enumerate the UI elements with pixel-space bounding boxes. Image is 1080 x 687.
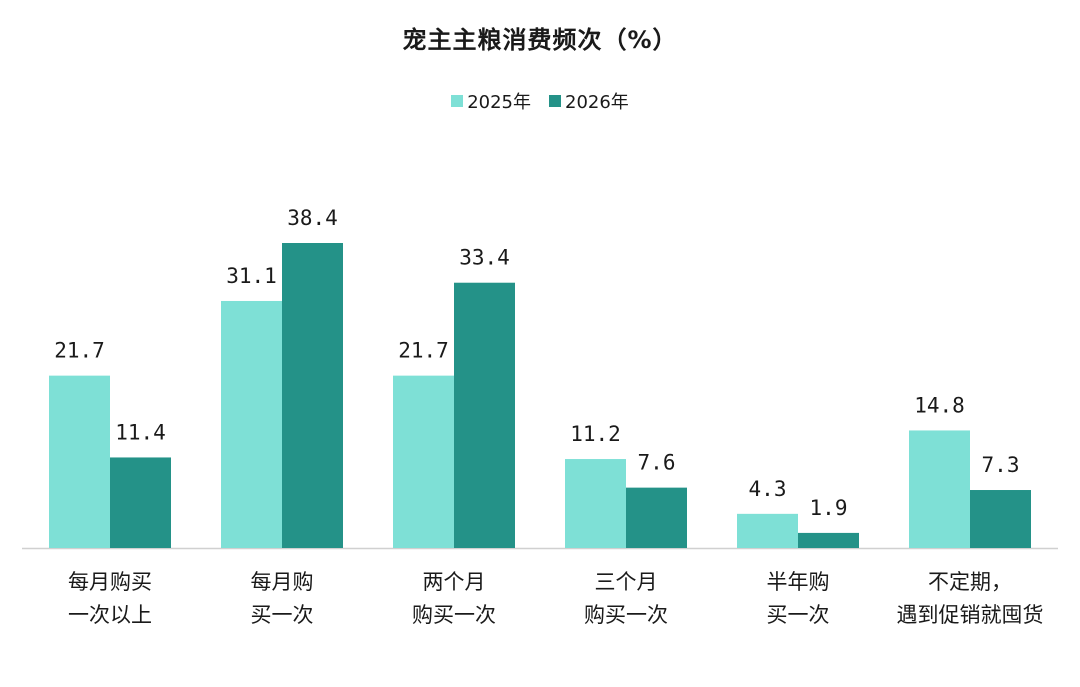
legend-item-2025: 2025年 [451,88,531,114]
legend-swatch-2026 [549,95,561,107]
category-label-1-line-0: 每月购 [251,570,314,594]
bar-2025-cat-0 [49,375,110,548]
category-label-0-line-1: 一次以上 [68,603,152,627]
data-label-2025-cat-4: 4.3 [749,477,787,501]
data-label-2026-cat-1: 38.4 [287,206,338,230]
category-label-5-line-0: 不定期， [928,570,1012,594]
data-label-2025-cat-2: 21.7 [398,339,449,363]
chart-title: 宠主主粮消费频次（%） [402,26,678,54]
legend-label-2025: 2025年 [467,92,531,113]
data-label-2025-cat-3: 11.2 [570,422,621,446]
bar-2025-cat-1 [221,300,282,548]
bar-2026-cat-1 [282,243,343,548]
category-label-4-line-1: 买一次 [767,603,830,627]
legend-item-2026: 2026年 [549,88,629,114]
data-label-2025-cat-0: 21.7 [54,339,105,363]
bar-2025-cat-4 [737,513,798,548]
data-label-2026-cat-5: 7.3 [982,453,1020,477]
category-label-1-line-1: 买一次 [251,603,314,627]
data-label-2025-cat-1: 31.1 [226,264,277,288]
category-label-5-line-1: 遇到促销就囤货 [897,603,1044,627]
bar-2025-cat-3 [565,459,626,548]
category-label-4-line-0: 半年购 [767,570,830,594]
data-label-2026-cat-0: 11.4 [115,420,166,444]
data-label-2026-cat-3: 7.6 [638,451,676,475]
category-label-2-line-1: 购买一次 [412,603,496,627]
legend-swatch-2025 [451,95,464,107]
bar-2026-cat-4 [798,532,859,548]
category-label-3-line-0: 三个月 [595,570,658,594]
data-label-2025-cat-5: 14.8 [914,393,965,417]
legend-label-2026: 2026年 [565,92,629,113]
category-label-3-line-1: 购买一次 [584,603,668,627]
category-label-0-line-0: 每月购买 [68,570,152,594]
data-label-2026-cat-4: 1.9 [810,496,848,520]
bar-2025-cat-5 [909,430,970,548]
category-label-2-line-0: 两个月 [423,570,486,594]
bar-2026-cat-3 [626,487,687,548]
bar-2025-cat-2 [393,375,454,548]
bar-2026-cat-2 [454,282,515,548]
bar-2026-cat-0 [110,457,171,548]
legend: 2025年 2026年 [0,88,1080,114]
bar-2026-cat-5 [970,490,1031,548]
data-label-2026-cat-2: 33.4 [459,246,510,270]
